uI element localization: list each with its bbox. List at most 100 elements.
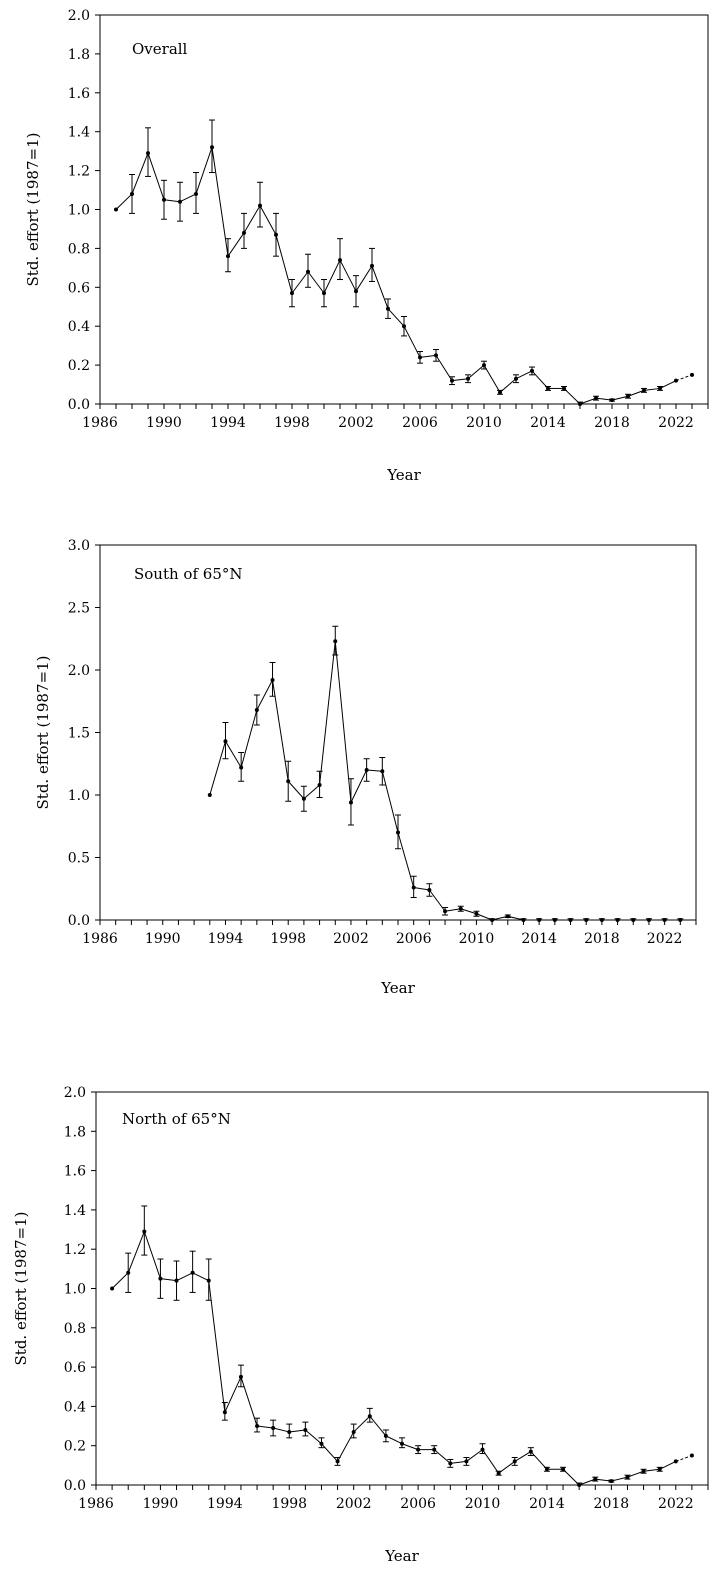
- x-tick-label: 1998: [270, 931, 306, 947]
- series-segment: [579, 397, 597, 405]
- series-segment: [369, 1415, 387, 1437]
- series-segment: [595, 1478, 612, 1482]
- chart-north-of-65n: 0.0 0.2 0.4 0.6 0.8 1.0 1.2 1.4 1.6 1.8 2.0 1986 199…: [12, 1085, 709, 1565]
- series-segment: [476, 913, 493, 921]
- series-segment: [272, 679, 289, 782]
- data-point: [396, 830, 400, 835]
- data-point: [450, 378, 454, 383]
- y-tick-label: 0.2: [68, 358, 90, 374]
- y-axis-label: Std. effort (1987=1): [34, 656, 52, 810]
- y-tick-label: 1.4: [64, 1203, 86, 1219]
- y-tick-label: 1.8: [64, 1124, 86, 1140]
- data-point: [402, 324, 406, 329]
- series-segment: [611, 395, 629, 401]
- series-segment: [499, 378, 517, 393]
- y-tick-label: 0.6: [64, 1360, 86, 1376]
- data-point: [689, 1453, 694, 1458]
- x-tick-label: 1994: [208, 931, 244, 947]
- series-segment: [350, 769, 368, 803]
- y-tick-label: 1.2: [64, 1242, 86, 1258]
- y-tick-label: 0.4: [64, 1399, 86, 1415]
- series-segment: [259, 205, 277, 236]
- series-segment: [225, 740, 242, 768]
- data-point: [443, 909, 448, 914]
- series-segment-dashed: [675, 374, 693, 382]
- series-segment: [643, 1468, 660, 1472]
- series-segment: [243, 205, 261, 234]
- y-tick-label: 1.0: [68, 788, 90, 804]
- data-point: [255, 1424, 260, 1429]
- series-segment: [323, 259, 341, 294]
- data-point: [416, 1447, 421, 1452]
- y-tick-label: 0.4: [68, 319, 90, 335]
- data-point: [226, 254, 230, 259]
- data-point: [254, 708, 259, 712]
- data-point: [625, 1475, 630, 1480]
- x-tick-label: 2022: [658, 415, 694, 431]
- series-segment-dashed: [675, 1455, 693, 1462]
- plot-frame: [99, 544, 697, 921]
- series-segment: [403, 325, 421, 358]
- data-point: [364, 768, 369, 772]
- x-axis-label: Year: [386, 466, 421, 484]
- data-point: [287, 1429, 292, 1434]
- data-point: [514, 376, 518, 381]
- y-tick-label: 2.0: [68, 8, 90, 24]
- series-segment: [627, 389, 645, 397]
- series-segment: [163, 199, 181, 203]
- series-segment: [127, 1231, 145, 1273]
- series-segment: [433, 1449, 451, 1464]
- data-point: [258, 203, 262, 208]
- data-point: [238, 1374, 243, 1379]
- series-segment: [256, 1425, 274, 1429]
- series-segment: [595, 397, 613, 401]
- data-point: [194, 191, 198, 196]
- series-segment: [491, 915, 508, 921]
- data-point: [206, 1278, 211, 1283]
- data-point: [338, 258, 342, 263]
- data-point: [142, 1229, 147, 1234]
- x-tick-label: 2018: [584, 931, 620, 947]
- series-segment: [334, 641, 352, 803]
- x-tick-label: 2006: [402, 415, 438, 431]
- x-tick-label: 1986: [82, 931, 118, 947]
- series-segment: [192, 1272, 209, 1282]
- data-point: [411, 885, 416, 890]
- x-tick-label: 2002: [333, 931, 369, 947]
- x-tick-label: 1998: [271, 1496, 307, 1512]
- data-point: [174, 1278, 179, 1283]
- data-point: [584, 918, 589, 922]
- series-segment: [450, 1460, 467, 1464]
- x-tick-label: 2014: [529, 1496, 565, 1512]
- data-point: [432, 1447, 437, 1452]
- x-tick-label: 2022: [658, 1496, 694, 1512]
- x-tick-label: 1990: [146, 415, 182, 431]
- series-segment: [444, 908, 461, 912]
- data-point: [594, 396, 598, 401]
- y-axis-label: Std. effort (1987=1): [12, 1212, 30, 1366]
- y-tick-label: 1.5: [68, 726, 90, 742]
- series-segment: [224, 1376, 242, 1413]
- series-segment: [195, 147, 213, 195]
- x-tick-label: 1986: [78, 1496, 114, 1512]
- series-segment: [227, 232, 245, 257]
- series-segment: [413, 887, 430, 891]
- series-segment: [307, 271, 325, 294]
- data-point: [578, 402, 582, 406]
- series-segment: [643, 387, 661, 391]
- series-segment: [287, 780, 305, 800]
- data-point: [322, 291, 326, 296]
- data-point: [609, 1479, 614, 1484]
- series-segment: [371, 265, 389, 309]
- data-point: [210, 145, 214, 150]
- data-point: [400, 1441, 404, 1446]
- y-tick-label: 0.8: [64, 1321, 86, 1337]
- data-point: [178, 199, 182, 204]
- x-axis-label: Year: [384, 1547, 419, 1565]
- data-point: [530, 368, 534, 373]
- series-segment: [460, 908, 477, 915]
- panel-title: Overall: [132, 40, 188, 58]
- data-point: [319, 1441, 324, 1446]
- series-segment: [563, 388, 581, 405]
- chart-south-of-65n: 0.0 0.5 1.0 1.5 2.0 2.5 3.0 1986 1990 1994 1998 200…: [34, 538, 697, 997]
